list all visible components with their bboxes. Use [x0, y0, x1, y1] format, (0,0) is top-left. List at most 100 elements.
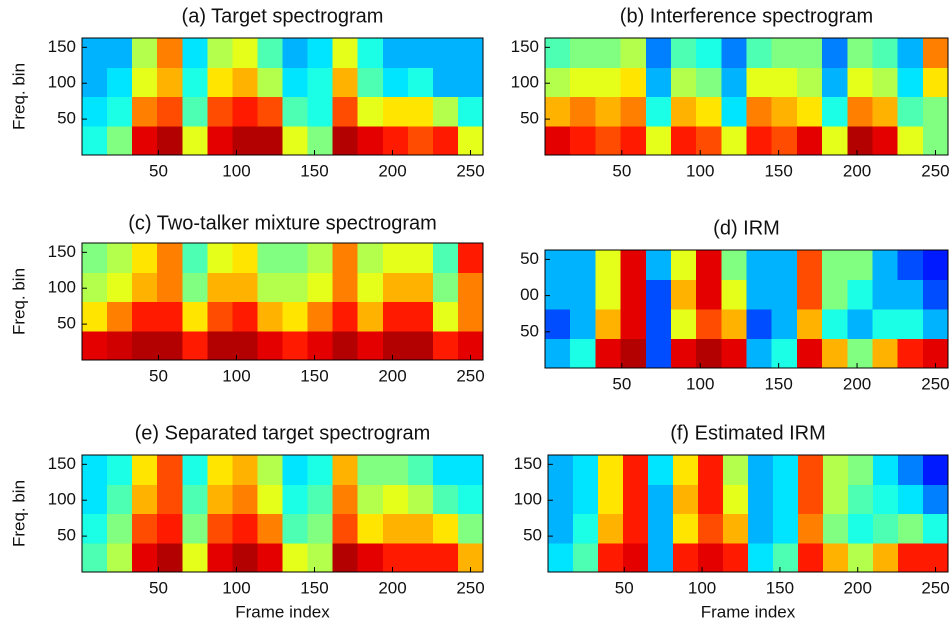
heatmap-cell [822, 338, 848, 369]
x-tick-label: 250 [921, 374, 949, 393]
panel-title: (b) Interference spectrogram [620, 5, 873, 27]
heatmap-cell [595, 250, 622, 280]
heatmap-cell [157, 67, 183, 97]
heatmap-cell [623, 513, 649, 544]
heatmap-cell [847, 38, 873, 68]
x-tick-label: 100 [688, 578, 716, 597]
heatmap-cell [645, 279, 672, 310]
heatmap-cell [107, 272, 133, 302]
heatmap-cell [107, 513, 133, 544]
heatmap-cell [282, 96, 309, 127]
heatmap-cell [257, 301, 283, 332]
heatmap-cell [82, 542, 108, 573]
heatmap-cell [645, 125, 672, 156]
heatmap-cell [107, 125, 133, 156]
heatmap-cell [771, 38, 798, 68]
heatmap-cell [748, 542, 774, 573]
heatmap-cell [673, 513, 699, 544]
heatmap-cell [823, 513, 849, 544]
heatmap-cell [257, 125, 283, 156]
heatmap-cell [307, 243, 334, 273]
x-tick-label: 200 [843, 161, 871, 180]
heatmap-cell [623, 484, 649, 514]
heatmap-cell [798, 513, 824, 544]
heatmap-cell [357, 455, 384, 485]
x-tick-label: 50 [149, 161, 168, 180]
x-tick-label: 50 [149, 578, 168, 597]
heatmap-cell [698, 484, 724, 514]
heatmap-cell [773, 513, 799, 544]
heatmap-cell [307, 455, 334, 485]
y-tick-label: 100 [511, 73, 539, 92]
heatmap-cell [107, 455, 133, 485]
heatmap-cell [773, 542, 799, 573]
heatmap-cell [595, 125, 622, 156]
heatmap-cell [382, 96, 409, 127]
heatmap-cell [746, 67, 773, 97]
heatmap-cell [282, 243, 309, 273]
heatmap-cell [723, 484, 749, 514]
heatmap-cell [847, 125, 873, 156]
heatmap-cell [798, 484, 824, 514]
heatmap-cell [282, 542, 309, 573]
heatmap-cell [796, 96, 823, 127]
heatmap-cell [620, 67, 647, 97]
heatmap-cell [746, 338, 773, 369]
x-tick-label: 150 [764, 374, 792, 393]
heatmap-cell [207, 330, 233, 361]
y-tick-label: 50 [57, 109, 76, 128]
heatmap-cell [82, 96, 108, 127]
heatmap-cell [432, 513, 459, 544]
heatmap-cell [382, 301, 409, 332]
heatmap-cell [207, 272, 233, 302]
heatmap-cell [432, 125, 459, 156]
heatmap-cell [357, 513, 384, 544]
plot-frame [81, 454, 484, 573]
heatmap-cell [696, 96, 722, 127]
heatmap-cell [182, 243, 208, 273]
heatmap-cell [847, 338, 873, 369]
x-tick-label: 100 [222, 366, 250, 385]
x-tick-label: 50 [612, 161, 631, 180]
panel-title: (c) Two-talker mixture spectrogram [128, 212, 437, 234]
heatmap-cell [595, 96, 622, 127]
heatmap-cell [771, 67, 798, 97]
heatmap-cell [357, 38, 384, 68]
heatmap-cell [748, 484, 774, 514]
heatmap-cell [382, 243, 409, 273]
heatmap-cell [771, 96, 798, 127]
heatmap-cell [570, 96, 596, 127]
heatmap-cell [382, 38, 409, 68]
heatmap-cell [573, 455, 599, 485]
plot-frame [547, 454, 949, 573]
heatmap-cell [257, 67, 283, 97]
heatmap-cell [307, 67, 334, 97]
heatmap-cell [796, 309, 823, 339]
heatmap-cell [822, 279, 848, 310]
heatmap-cell [457, 272, 484, 302]
heatmap-cell [823, 484, 849, 514]
heatmap-cell [257, 513, 283, 544]
heatmap-cell [307, 484, 334, 514]
heatmap-cell [282, 38, 309, 68]
heatmap-cell [307, 301, 334, 332]
heatmap-cell [721, 279, 747, 310]
heatmap-cell [798, 542, 824, 573]
heatmap-cell [132, 272, 158, 302]
heatmap-cell [570, 125, 596, 156]
heatmap-cell [698, 513, 724, 544]
heatmap-cell [182, 272, 208, 302]
heatmap-cell [648, 542, 674, 573]
heatmap-cell [157, 542, 183, 573]
heatmap-cell [407, 330, 434, 361]
x-tick-label: 50 [615, 578, 634, 597]
heatmap-cell [157, 96, 183, 127]
heatmap-cell [872, 38, 899, 68]
plot-frame [544, 249, 949, 369]
x-tick-label: 100 [686, 161, 714, 180]
x-tick-label: 200 [378, 578, 406, 597]
heatmap-cell [823, 455, 849, 485]
heatmap-cell [746, 250, 773, 280]
heatmap-cell [773, 455, 799, 485]
heatmap-cell [407, 455, 434, 485]
